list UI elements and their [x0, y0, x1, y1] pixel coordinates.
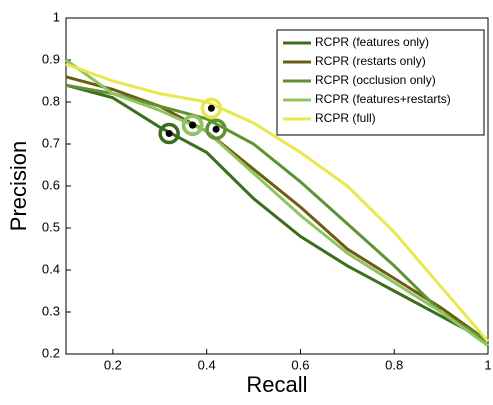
x-tick-label: 1	[484, 357, 491, 372]
operating-point	[207, 104, 215, 112]
operating-point	[212, 125, 220, 133]
x-axis-label: Recall	[246, 372, 307, 397]
series-line	[65, 62, 490, 343]
y-tick-label: 0.3	[42, 303, 60, 318]
operating-point-ring	[200, 97, 223, 120]
y-tick-label: 0.8	[42, 93, 60, 108]
legend-label: RCPR (features+restarts)	[315, 92, 451, 106]
operating-point-ring	[205, 118, 227, 141]
legend-box	[276, 29, 485, 136]
x-tick-label: 0.6	[291, 357, 309, 372]
operating-point-ring	[158, 122, 180, 145]
x-tick-label: 0.2	[104, 357, 122, 372]
operating-point	[189, 121, 197, 129]
legend-label: RCPR (occlusion only)	[315, 73, 436, 87]
series-line	[65, 58, 489, 347]
y-tick-label: 0.6	[42, 177, 60, 192]
legend-label: RCPR (features only)	[315, 35, 429, 49]
y-tick-label: 1	[53, 9, 60, 24]
x-tick-label: 0.4	[198, 357, 216, 372]
y-tick-label: 0.5	[42, 219, 60, 234]
series-line	[65, 83, 489, 343]
y-axis-label: Precision	[6, 141, 31, 231]
series-line	[65, 75, 489, 343]
operating-point-ring	[181, 114, 204, 136]
y-tick-label: 0.2	[42, 345, 60, 360]
legend-label: RCPR (full)	[315, 111, 376, 125]
y-tick-label: 0.4	[42, 261, 60, 276]
y-tick-label: 0.9	[42, 51, 60, 66]
series-line	[65, 83, 489, 343]
legend-label: RCPR (restarts only)	[315, 54, 426, 68]
operating-point	[165, 130, 173, 137]
x-tick-label: 0.8	[385, 357, 403, 372]
y-tick-label: 0.7	[42, 135, 60, 150]
